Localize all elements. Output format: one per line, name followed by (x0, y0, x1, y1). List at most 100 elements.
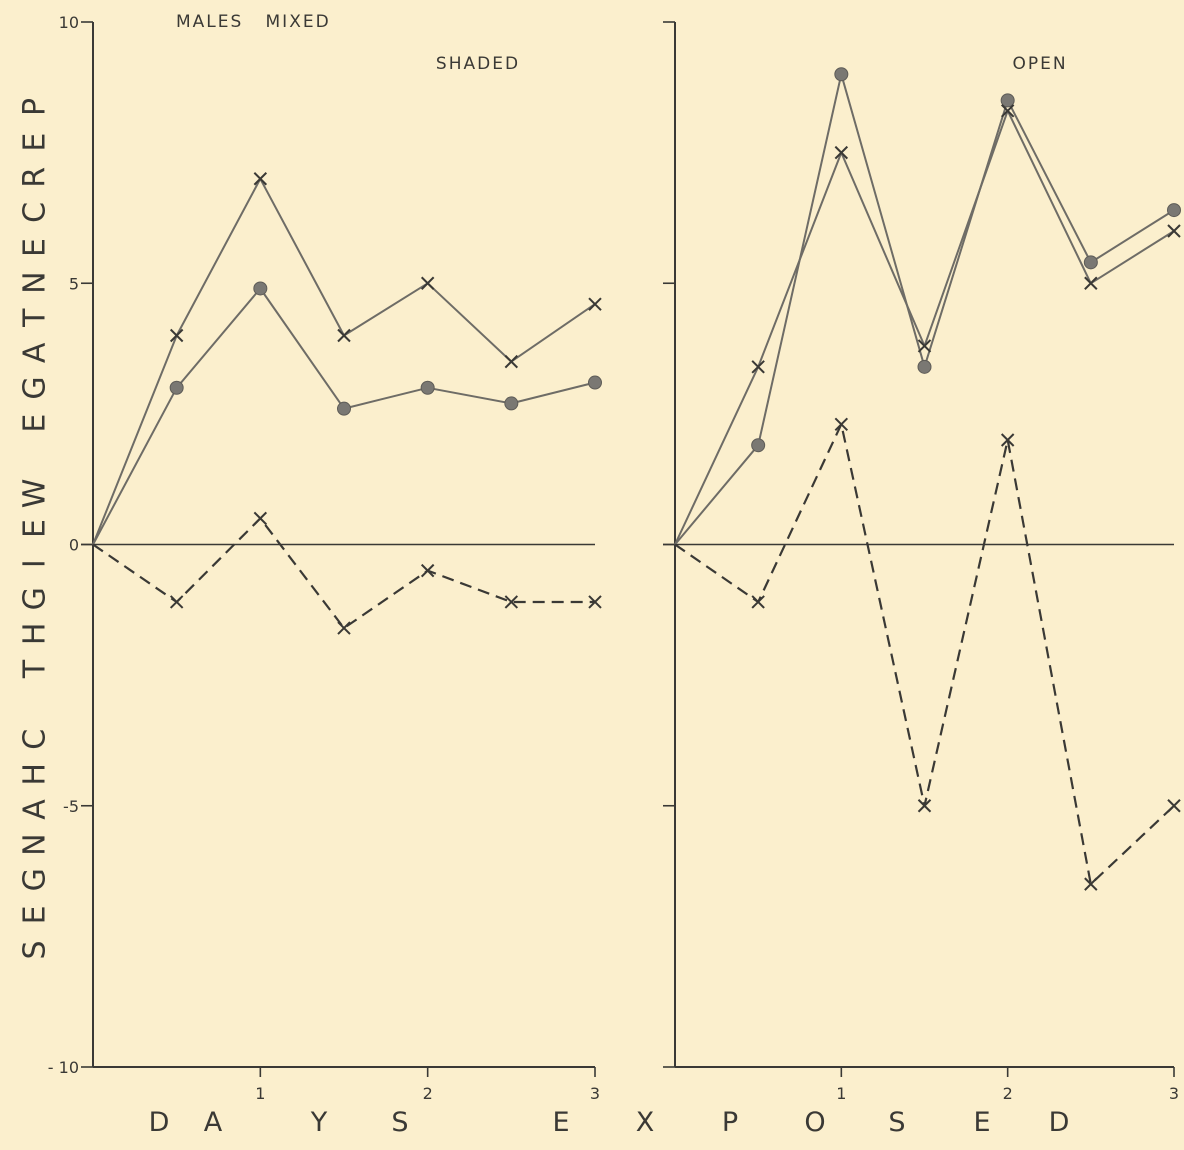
data-point-x-stroke (1084, 877, 1098, 891)
data-point-x (917, 339, 932, 353)
y-axis-label-letter: E (18, 238, 53, 257)
data-point-x-stroke (1084, 276, 1098, 290)
x-tick-label: 1 (255, 1084, 265, 1103)
x-axis-label-letter: E (552, 1107, 569, 1138)
y-tick-label: -5 (63, 797, 79, 816)
data-point-x-stroke (169, 328, 184, 343)
data-point-dot (169, 380, 184, 395)
y-axis-label-letter: C (18, 729, 53, 750)
y-axis-label-letter: E (18, 905, 53, 924)
series-line-3 (674, 423, 1175, 886)
y-axis-label-letter: H (18, 623, 53, 646)
data-point-x-stroke (169, 595, 184, 609)
x-tick-label: 2 (423, 1084, 433, 1103)
y-axis-label-letter: R (18, 167, 53, 188)
data-point-x (504, 595, 519, 609)
y-axis-label-letter: W (18, 479, 53, 509)
panel-title: SHADED (436, 54, 520, 74)
data-point-x (337, 621, 351, 635)
x-tick-label: 3 (1169, 1084, 1179, 1103)
y-axis-label-letter: G (18, 376, 53, 399)
data-point-x (1167, 799, 1181, 813)
data-point-x-stroke (420, 563, 435, 578)
y-axis-label-letter: G (18, 868, 53, 891)
data-point-x (169, 595, 184, 609)
y-axis-label-letter: N (18, 271, 53, 293)
data-point-x-stroke (917, 339, 932, 353)
y-axis-label-letter: G (18, 587, 53, 610)
series-line-2 (92, 287, 596, 545)
data-point-dot (253, 281, 268, 296)
data-point-x (834, 417, 849, 432)
y-axis-label-letter: N (18, 833, 53, 855)
x-axis-label-letter: X (636, 1107, 655, 1138)
x-tick-label: 2 (1003, 1084, 1013, 1103)
y-axis-label-letter: C (18, 202, 53, 223)
data-point-x (1084, 276, 1098, 290)
x-axis-label-letter: S (888, 1107, 905, 1138)
data-point-x-stroke (834, 417, 849, 432)
y-tick-label: 5 (69, 274, 79, 293)
data-point-dot (420, 380, 435, 395)
x-axis-label-letter: D (1049, 1107, 1070, 1138)
data-point-x (1167, 224, 1181, 238)
y-axis-label-letter: P (18, 98, 53, 116)
y-axis-label-letter: A (18, 799, 53, 820)
y-axis-label-letter: I (18, 559, 53, 568)
panel-title: OPEN (1012, 54, 1067, 74)
data-point-dot (588, 375, 602, 390)
data-point-x (420, 563, 435, 578)
data-point-x (253, 511, 268, 526)
data-point-dot (1083, 255, 1098, 270)
data-point-dot (1000, 93, 1015, 108)
data-point-dot (337, 401, 351, 416)
data-point-x-stroke (253, 172, 268, 186)
x-axis-label-letter: E (973, 1107, 990, 1138)
x-axis-label-letter: Y (310, 1107, 328, 1138)
data-point-dot (917, 359, 932, 374)
series-line-3 (92, 517, 595, 630)
x-axis-label-letter: P (722, 1107, 738, 1138)
y-tick-label: - 10 (48, 1058, 79, 1077)
data-point-x (1084, 877, 1098, 891)
data-point-dot (504, 396, 519, 411)
panel-open: OPEN 1 2 3 (663, 21, 1181, 1103)
x-axis-label-letter: A (204, 1107, 223, 1138)
data-point-x-stroke (1167, 224, 1181, 238)
data-point-x (1000, 104, 1015, 118)
series-line-1 (92, 177, 596, 545)
data-point-x (1000, 433, 1015, 447)
data-point-x (834, 145, 849, 160)
y-axis-label-letter: T (18, 308, 53, 328)
y-tick-label: 10 (59, 13, 79, 32)
x-axis-label-letter: O (804, 1107, 825, 1138)
y-axis-label-letter: E (18, 133, 53, 152)
data-point-x (169, 328, 184, 343)
data-point-x (751, 595, 765, 609)
x-axis-label-letter: D (149, 1107, 170, 1138)
x-tick-label: 3 (590, 1084, 600, 1103)
data-point-dot (834, 67, 849, 82)
y-axis-label-letter: T (18, 659, 53, 679)
data-point-x (337, 328, 351, 343)
data-point-dot (751, 438, 766, 453)
data-point-x-stroke (504, 354, 519, 369)
series-line-1 (674, 73, 1175, 546)
data-point-x (253, 172, 268, 186)
data-point-x-stroke (588, 595, 602, 609)
data-point-x-stroke (337, 328, 351, 343)
data-point-x-stroke (337, 621, 351, 635)
panel-shaded: SHADED 10 5 0 -5 - 10 1 2 3 (48, 13, 602, 1103)
y-tick-label: 0 (69, 536, 79, 555)
data-point-x-stroke (420, 276, 435, 290)
y-axis-label-letter: A (18, 342, 53, 363)
data-point-x (420, 276, 435, 290)
data-point-x (917, 799, 932, 813)
data-point-x-stroke (917, 799, 932, 813)
x-axis-label-letter: S (391, 1107, 408, 1138)
data-point-x-stroke (751, 360, 765, 374)
x-tick-label: 1 (836, 1084, 846, 1103)
